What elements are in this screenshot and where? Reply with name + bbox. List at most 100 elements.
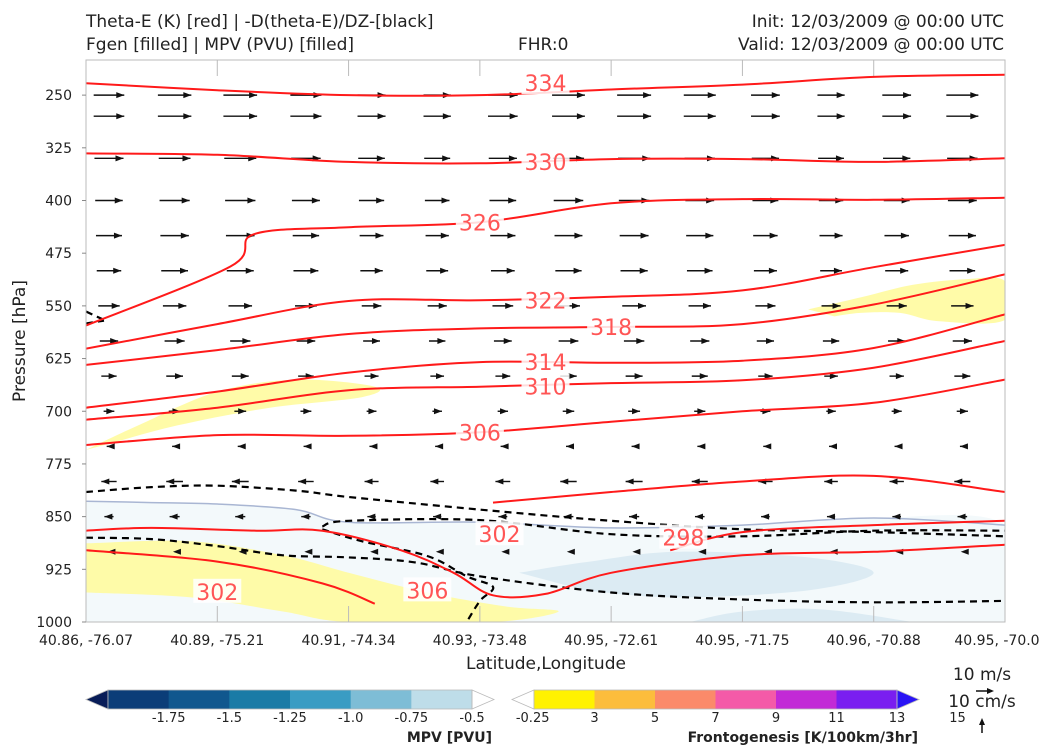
wind-vector-head	[967, 232, 976, 239]
wind-vector-head	[576, 113, 585, 120]
wind-vector-head	[240, 373, 249, 380]
frontogenesis-colorbar: 3 5 7 9 11 13 15 Frontogenesis [K/100km/3hr]	[510, 689, 966, 746]
colorbar-frame	[107, 689, 473, 710]
theta-e-contour-318	[86, 273, 1005, 366]
wind-vector-head	[826, 513, 835, 520]
theta-e-contour-302	[492, 474, 1005, 504]
contour-label-background	[403, 577, 452, 602]
wind-vector-head	[182, 155, 191, 162]
wind-vector-head	[235, 513, 244, 520]
wind-vector-head	[166, 478, 175, 485]
wind-vector-head	[245, 267, 254, 274]
wind-vector-head	[824, 478, 833, 485]
x-tick-label: 40.91, -74.34	[302, 633, 396, 649]
wind-vector-head	[965, 302, 974, 309]
wind-vector-head	[957, 513, 966, 520]
colorbar-tick-label: 11	[828, 711, 845, 726]
wind-vector-head	[959, 408, 968, 415]
theta-e-contour-302	[86, 549, 376, 605]
theta-e-contour-label: 318	[590, 316, 632, 341]
wind-vector-head	[560, 478, 569, 485]
wind-vector-head	[108, 373, 117, 380]
wind-reference-horizontal: 10 m/s	[953, 665, 1011, 685]
colorbar-extend-high	[471, 689, 496, 710]
theta-e-contour-306	[86, 526, 1005, 599]
contour-label-background	[455, 419, 504, 444]
wind-vector-head	[894, 443, 903, 450]
wind-vector-head	[576, 92, 585, 99]
theta-e-contour-label: 302	[196, 581, 238, 606]
wind-vector-head	[766, 338, 775, 344]
wind-vector-head	[106, 443, 115, 450]
colorbar-swatch	[229, 690, 291, 709]
y-tick-label: 475	[45, 246, 72, 262]
wind-vector-head	[827, 408, 836, 415]
wind-vector-head	[967, 267, 976, 274]
wind-vector-head	[440, 232, 449, 239]
wind-vector-head	[238, 408, 247, 415]
wind-vector-head	[376, 155, 385, 162]
valid-time-label: Valid: 12/03/2009 @ 00:00 UTC	[738, 35, 1004, 55]
wind-vector-head	[442, 155, 451, 162]
wind-vector-head	[900, 267, 909, 274]
wind-vector-head	[307, 338, 316, 344]
wind-vector-head	[303, 408, 312, 415]
wind-vector-head	[495, 478, 504, 485]
wind-vector-head	[433, 513, 442, 520]
x-tick-label: 40.95, -70.0	[954, 633, 1039, 649]
colorbar-swatch	[836, 690, 898, 709]
wind-vector-head	[430, 478, 439, 485]
colorbar-title: Frontogenesis [K/100km/3hr]	[688, 730, 918, 746]
wind-vector-head	[898, 302, 907, 309]
wind-vector-head	[705, 232, 714, 239]
colorbar-extend-high	[896, 689, 921, 710]
wind-reference-arrowhead-vertical	[979, 718, 985, 725]
wind-vector-head	[960, 548, 969, 555]
colorbar-tick-label: 9	[772, 711, 780, 726]
wind-vector-head	[963, 338, 972, 344]
wind-vector-head	[106, 408, 115, 415]
x-tick-label: 40.93, -73.48	[433, 633, 527, 649]
wind-vector-head	[902, 155, 911, 162]
wind-vector-head	[442, 113, 451, 120]
contour-label-background	[521, 373, 570, 398]
wind-vector-head	[502, 373, 511, 380]
wind-vector-head	[701, 338, 710, 344]
wind-vector-head	[500, 408, 509, 415]
wind-vector-head	[373, 302, 382, 309]
wind-vector-head	[433, 408, 442, 415]
wind-vector-head	[889, 478, 898, 485]
wind-vector-head	[763, 443, 772, 450]
wind-vector-head	[631, 443, 640, 450]
wind-vector-head	[371, 338, 380, 344]
theta-e-contour-306	[86, 378, 1005, 446]
x-axis-title: Latitude,Longitude	[466, 654, 626, 674]
wind-vector-head	[574, 232, 583, 239]
colorbar-tick-label: 15	[949, 711, 966, 726]
colorbar-swatch	[411, 690, 473, 709]
colorbar-swatch	[108, 690, 170, 709]
theta-e-contour-label: 298	[662, 527, 704, 552]
wind-vector-head	[625, 478, 634, 485]
wind-vector-head	[566, 548, 575, 555]
wind-vector-head	[174, 373, 183, 380]
wind-vector-head	[892, 513, 901, 520]
wind-vector-head	[375, 232, 384, 239]
contour-label-background	[455, 209, 504, 234]
wind-vector-head	[178, 302, 187, 309]
wind-vector-head	[697, 443, 706, 450]
wind-vector-head	[697, 408, 706, 415]
colorbar-tick-label: 7	[711, 711, 719, 726]
wind-vector-head	[575, 197, 584, 204]
dthetae-dz-contour	[321, 528, 495, 622]
wind-vector-head	[113, 232, 122, 239]
wind-vector-head	[244, 302, 253, 309]
forecast-hour-label: FHR:0	[518, 35, 569, 55]
colorbar-tick-label: -1.0	[338, 711, 363, 726]
wind-vector-head	[836, 92, 845, 99]
wind-vector-head	[176, 338, 185, 344]
wind-vector-head	[505, 302, 514, 309]
frontogenesis-shaded-region	[808, 277, 1005, 324]
wind-vector-head	[503, 338, 512, 344]
